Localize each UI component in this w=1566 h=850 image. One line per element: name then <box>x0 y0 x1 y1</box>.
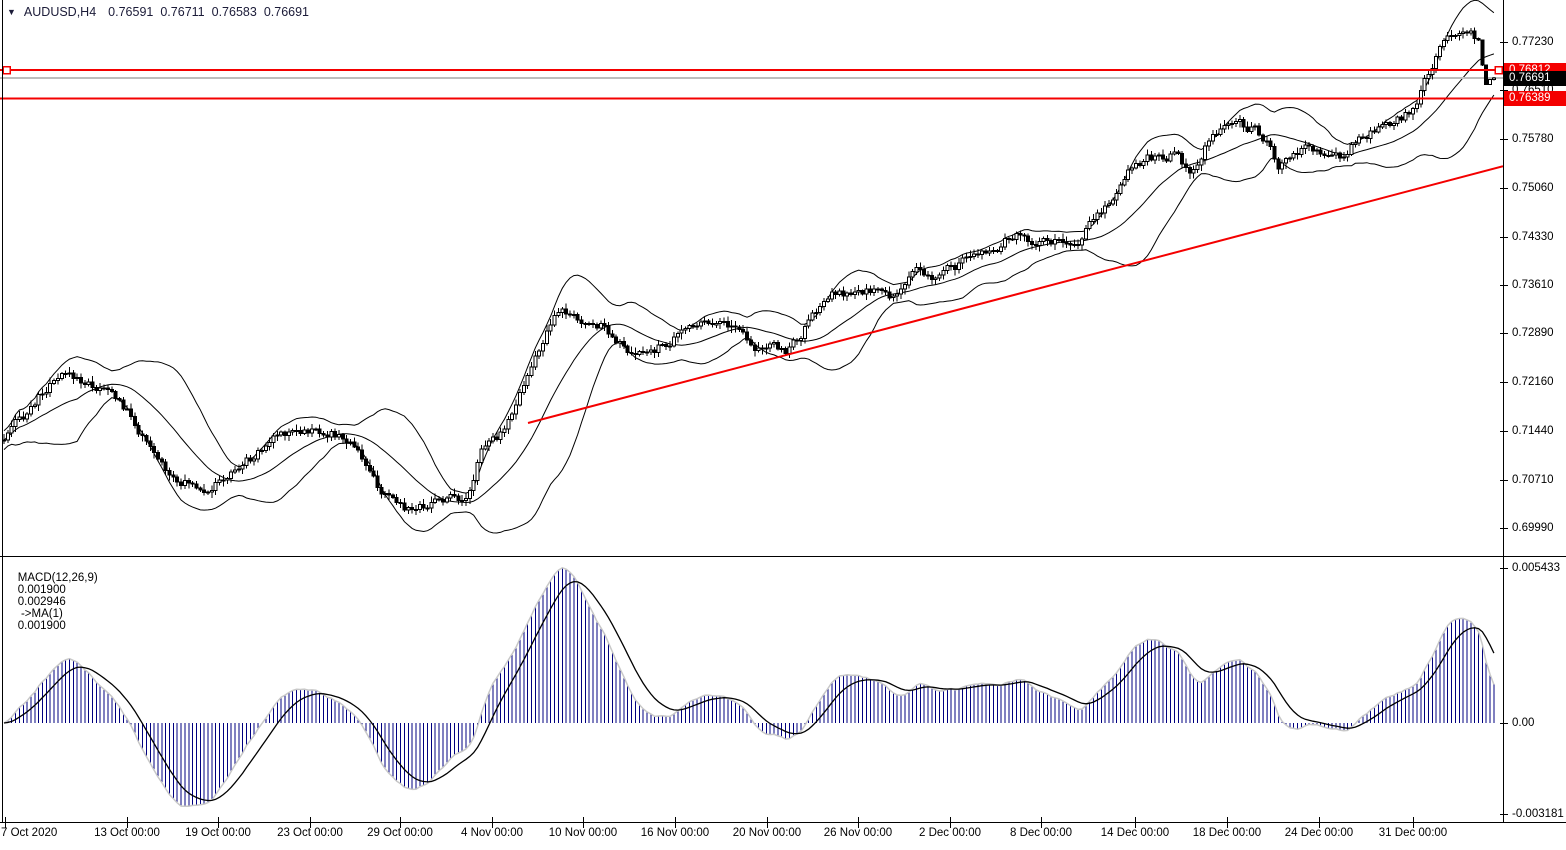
macd-signal-line <box>3 580 1495 802</box>
time-tick-mark <box>127 817 128 828</box>
price-tick-mark <box>1500 139 1508 141</box>
price-tick-label: 0.75780 <box>1512 133 1554 146</box>
macd-tick-mark <box>1500 723 1508 724</box>
chart-left-border <box>2 0 3 822</box>
macd-histogram <box>7 567 1495 807</box>
time-axis-label: 29 Oct 00:00 <box>367 827 433 839</box>
price-tick-label: 0.72890 <box>1512 327 1554 340</box>
price-tick-mark <box>1500 90 1508 92</box>
pane-separator[interactable] <box>0 556 1566 557</box>
macd-ma-value: 0.001900 <box>17 620 66 632</box>
time-tick-mark <box>1041 817 1042 828</box>
bollinger-lower-band <box>3 94 1495 534</box>
macd-value-1: 0.001900 <box>17 584 66 596</box>
price-tick-mark <box>1500 285 1508 287</box>
low-value: 0.76583 <box>211 5 257 19</box>
time-tick-mark <box>767 817 768 828</box>
time-axis-label: 23 Oct 00:00 <box>277 827 343 839</box>
time-tick-mark <box>1135 817 1136 828</box>
time-tick-mark <box>675 817 676 828</box>
bullish-candle-bodies <box>5 30 1496 511</box>
price-tick-mark <box>1500 382 1508 384</box>
time-tick-mark <box>218 817 219 828</box>
collapse-triangle-icon[interactable]: ▼ <box>7 7 16 17</box>
time-axis-label: 31 Dec 00:00 <box>1378 827 1448 839</box>
time-axis-label: 14 Dec 00:00 <box>1100 827 1170 839</box>
macd-tick-label: 0.00 <box>1512 717 1535 729</box>
time-tick-mark <box>400 817 401 828</box>
time-axis-label: 19 Oct 00:00 <box>185 827 251 839</box>
price-tick-label: 0.74330 <box>1512 230 1554 243</box>
current-price-badge: 0.76691 <box>1504 70 1566 86</box>
time-axis-label: 26 Nov 00:00 <box>823 827 893 839</box>
price-tick-label: 0.71440 <box>1512 424 1554 437</box>
price-tick-mark <box>1500 236 1508 238</box>
price-tick-label: 0.77230 <box>1512 36 1554 49</box>
time-axis-label: 13 Oct 00:00 <box>94 827 160 839</box>
price-tick-label: 0.75060 <box>1512 181 1554 194</box>
time-tick-mark <box>1413 817 1414 828</box>
chart-header: ▼ AUDUSD,H4 0.76591 0.76711 0.76583 0.76… <box>7 5 316 19</box>
bollinger-middle-band <box>3 53 1495 504</box>
time-tick-mark <box>858 817 859 828</box>
price-tick-mark <box>1500 430 1508 432</box>
open-value: 0.76591 <box>108 5 154 19</box>
time-tick-mark <box>1319 817 1320 828</box>
time-tick-mark <box>950 817 951 828</box>
time-axis-label: 24 Dec 00:00 <box>1284 827 1354 839</box>
macd-indicator-label: MACD(12,26,9) 0.001900 0.002946 ->MA(1) … <box>5 560 104 644</box>
price-tick-mark <box>1500 187 1508 189</box>
time-axis-label: 16 Nov 00:00 <box>640 827 710 839</box>
macd-tick-label: -0.003181 <box>1512 807 1564 820</box>
time-tick-mark <box>492 817 493 828</box>
time-axis-label: 8 Dec 00:00 <box>1009 827 1072 839</box>
hline-left-handle[interactable] <box>2 65 11 75</box>
hline-right-handle[interactable] <box>1494 65 1503 75</box>
time-axis-label: 2 Dec 00:00 <box>918 827 981 839</box>
macd-tick-mark <box>1500 813 1508 815</box>
main-chart-pane[interactable] <box>0 0 1503 557</box>
bearish-candle-bodies <box>2 30 1489 511</box>
macd-ma-label: ->MA(1) <box>17 608 63 620</box>
macd-canvas[interactable] <box>0 557 1503 822</box>
price-tick-mark <box>1500 479 1508 481</box>
price-tick-mark <box>1500 333 1508 335</box>
bottom-border <box>0 822 1566 823</box>
trendline[interactable] <box>527 165 1503 424</box>
time-tick-mark <box>1227 817 1228 828</box>
price-tick-label: 0.70710 <box>1512 473 1554 486</box>
time-tick-mark <box>583 817 584 828</box>
price-badge-support: 0.76389 <box>1504 90 1566 106</box>
time-axis-label: 10 Nov 00:00 <box>548 827 618 839</box>
macd-name: MACD(12,26,9) <box>17 572 98 584</box>
time-axis-label: 4 Nov 00:00 <box>460 827 523 839</box>
macd-value-2: 0.002946 <box>17 596 66 608</box>
time-axis-label: 18 Dec 00:00 <box>1192 827 1262 839</box>
macd-tick-mark <box>1500 567 1508 569</box>
price-tick-label: 0.72160 <box>1512 376 1554 389</box>
close-value: 0.76691 <box>263 5 309 19</box>
symbol-period-label: AUDUSD,H4 <box>23 5 97 19</box>
price-tick-label: 0.69990 <box>1512 522 1554 535</box>
time-axis-label: 7 Oct 2020 <box>1 827 58 839</box>
price-tick-mark <box>1500 42 1508 44</box>
price-axis-border <box>1503 0 1504 822</box>
time-axis-label: 20 Nov 00:00 <box>732 827 802 839</box>
macd-tick-label: 0.005433 <box>1512 561 1560 574</box>
bollinger-upper-band <box>3 0 1495 494</box>
candle-wicks <box>3 27 1495 515</box>
price-tick-label: 0.73610 <box>1512 279 1554 292</box>
macd-pane[interactable] <box>0 557 1503 822</box>
price-tick-mark <box>1500 528 1508 530</box>
main-chart-canvas[interactable] <box>0 0 1503 557</box>
time-tick-mark <box>310 817 311 828</box>
high-value: 0.76711 <box>160 5 205 19</box>
time-tick-mark <box>5 817 6 828</box>
